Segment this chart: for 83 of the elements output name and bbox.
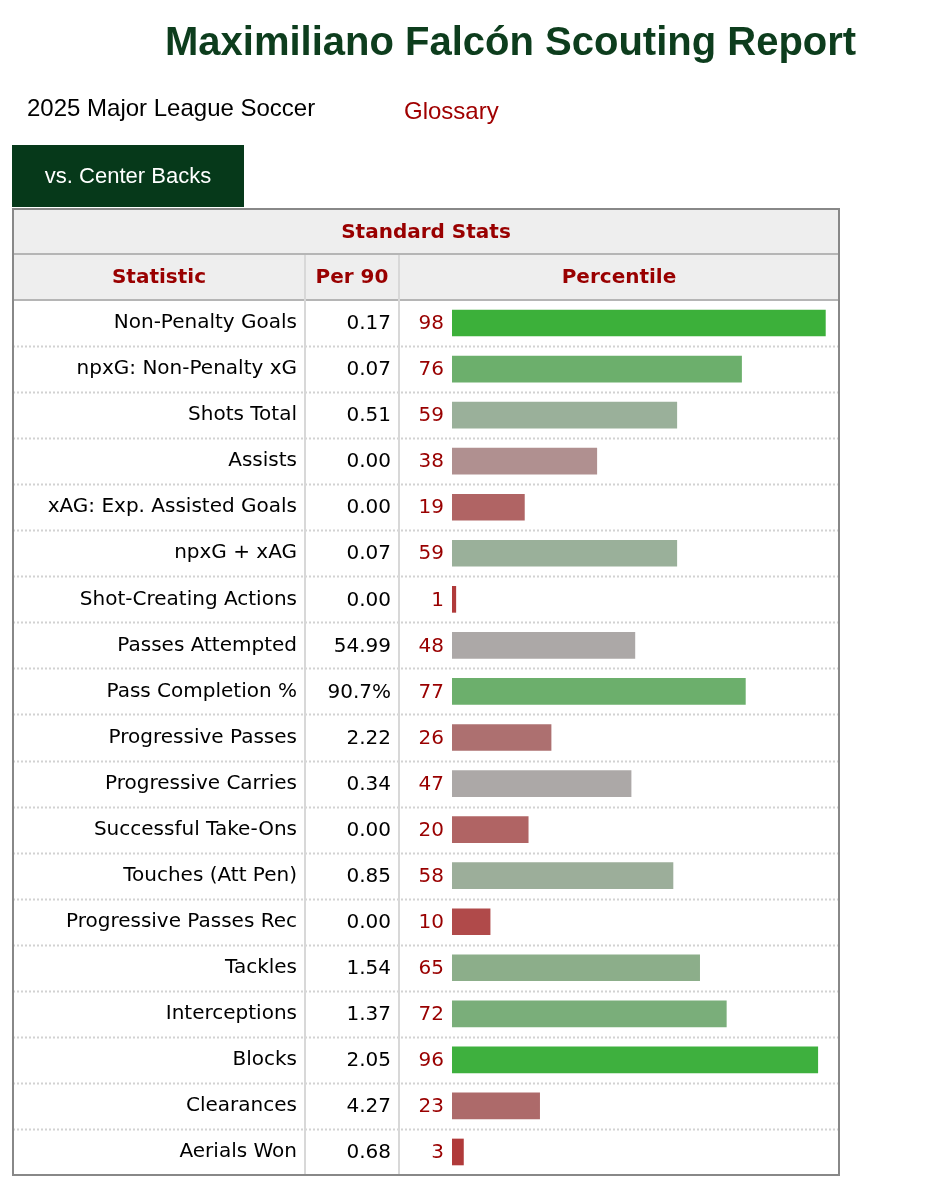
data-label: 38 — [418, 448, 444, 473]
text: Percentile — [561, 264, 677, 289]
bar — [452, 908, 491, 936]
text: 0.17 — [346, 310, 391, 335]
data-label: 76 — [418, 356, 444, 381]
bar — [452, 632, 636, 659]
y-tick-label: xAG: Exp. Assisted Goals — [47, 493, 297, 518]
data-label: 1 — [431, 586, 444, 611]
text: 1.54 — [346, 954, 391, 979]
y-tick-label: Non-Penalty Goals — [113, 309, 297, 334]
bar — [452, 309, 826, 337]
text: 0.00 — [346, 908, 391, 933]
data-label: 59 — [418, 540, 444, 565]
data-label: 72 — [418, 1001, 444, 1026]
y-tick-label: Shot-Creating Actions — [79, 585, 297, 610]
y-tick-label: Assists — [228, 447, 297, 472]
data-label: 10 — [418, 908, 444, 933]
y-tick-label: npxG + xAG — [174, 539, 297, 564]
bar — [452, 724, 552, 751]
y-tick-label: Progressive Carries — [104, 769, 297, 794]
text: 0.34 — [346, 770, 391, 795]
bar — [452, 493, 525, 521]
bar — [452, 355, 742, 383]
bar — [452, 1046, 819, 1074]
y-tick-label: Passes Attempted — [117, 631, 297, 656]
data-label: 48 — [418, 632, 444, 657]
text: 4.27 — [346, 1093, 391, 1118]
bar — [452, 447, 598, 475]
text: 0.00 — [346, 816, 391, 841]
y-tick-label: Progressive Passes Rec — [65, 907, 297, 932]
text: 0.68 — [346, 1139, 391, 1164]
data-label: 59 — [418, 402, 444, 427]
data-label: 23 — [418, 1093, 444, 1118]
y-tick-label: Shots Total — [188, 401, 297, 426]
bar — [452, 862, 674, 889]
y-tick-label: Touches (Att Pen) — [122, 861, 297, 886]
text: Glossary — [404, 97, 499, 125]
y-tick-label: npxG: Non-Penalty xG — [76, 355, 297, 380]
y-tick-label: Successful Take-Ons — [93, 815, 297, 840]
chart-title: Maximiliano Falcón Scouting Report — [165, 19, 857, 64]
text: 0.07 — [346, 356, 391, 381]
data-label: 26 — [418, 724, 444, 749]
bar — [452, 1138, 464, 1166]
text: Statistic — [111, 264, 207, 289]
text: Standard Stats — [341, 218, 511, 243]
data-label: 65 — [418, 954, 444, 979]
data-label: 19 — [418, 494, 444, 519]
y-tick-label: Pass Completion % — [106, 677, 297, 702]
text: 0.00 — [346, 494, 391, 519]
text: 2.05 — [346, 1047, 391, 1072]
data-label: 47 — [418, 770, 444, 795]
text: 0.00 — [346, 586, 391, 611]
data-label: 58 — [418, 862, 444, 887]
data-label: 77 — [418, 678, 444, 703]
y-tick-label: Blocks — [232, 1046, 297, 1071]
bar — [452, 954, 700, 982]
y-tick-label: Aerials Won — [179, 1138, 297, 1163]
bar — [452, 816, 529, 843]
data-label: 20 — [418, 816, 444, 841]
text: 90.7% — [327, 678, 391, 703]
text: 54.99 — [333, 632, 391, 657]
text: 1.37 — [346, 1001, 391, 1026]
text: 0.00 — [346, 448, 391, 473]
text: 2025 Major League Soccer — [27, 94, 316, 122]
data-label: 98 — [418, 310, 444, 335]
bar — [452, 1000, 727, 1028]
bar — [452, 539, 678, 567]
bar — [452, 586, 457, 613]
bar — [452, 1092, 540, 1120]
text: Per 90 — [315, 264, 389, 289]
y-tick-label: Progressive Passes — [108, 723, 297, 748]
bar — [452, 401, 678, 429]
text: 0.51 — [346, 402, 391, 427]
data-label: 96 — [418, 1047, 444, 1072]
y-tick-label: Tackles — [223, 953, 297, 978]
y-tick-label: Interceptions — [165, 1000, 297, 1025]
text: 2.22 — [346, 724, 391, 749]
y-tick-label: Clearances — [186, 1092, 297, 1117]
bar — [452, 770, 632, 797]
data-label: 3 — [431, 1139, 444, 1164]
text: 0.85 — [346, 862, 391, 887]
text: 0.07 — [346, 540, 391, 565]
bar — [452, 678, 746, 705]
